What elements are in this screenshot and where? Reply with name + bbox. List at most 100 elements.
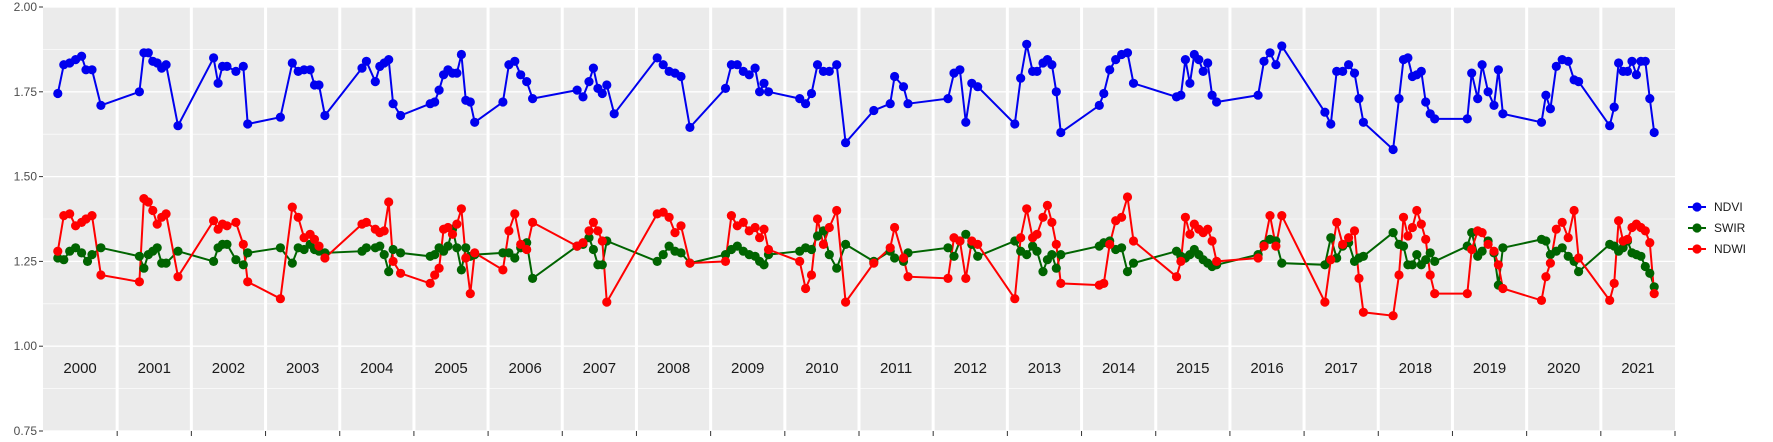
data-point-ndwi [1407, 222, 1417, 233]
data-point-swir [452, 243, 462, 253]
data-point-ndwi [1344, 233, 1354, 243]
data-point-ndvi [1326, 119, 1336, 129]
y-tick-label: 0.75 [14, 424, 38, 438]
data-point-ndwi [452, 219, 462, 229]
data-point-ndvi [750, 63, 760, 73]
data-point-ndwi [898, 253, 909, 263]
data-point-ndwi [750, 222, 760, 233]
data-point-ndwi [597, 236, 607, 246]
data-point-ndvi [1099, 88, 1109, 99]
data-point-ndvi [652, 53, 662, 63]
data-point-swir [443, 241, 453, 251]
data-point-ndvi [522, 77, 532, 87]
data-point-swir [832, 263, 842, 273]
data-point-ndvi [890, 71, 900, 82]
year-label-2021: 2021 [1621, 360, 1654, 377]
data-point-ndwi [65, 209, 75, 219]
data-point-ndvi [676, 71, 686, 82]
data-point-ndwi [314, 241, 324, 251]
data-point-ndwi [516, 239, 526, 249]
data-point-ndvi [516, 70, 526, 80]
data-point-ndwi [361, 217, 371, 227]
year-label-2005: 2005 [434, 360, 467, 377]
data-point-ndvi [96, 100, 106, 110]
data-point-ndwi [1557, 217, 1567, 227]
data-point-ndvi [320, 110, 330, 121]
data-point-ndwi [578, 238, 588, 248]
y-tick-label: 1.25 [14, 254, 38, 268]
data-point-ndvi [1388, 144, 1398, 155]
data-point-ndwi [379, 226, 389, 236]
data-point-ndvi [370, 77, 380, 87]
data-point-ndwi [812, 214, 823, 224]
data-point-ndwi [676, 221, 686, 231]
data-point-ndvi [1203, 58, 1213, 68]
data-point-swir [1498, 243, 1508, 253]
data-point-ndwi [1412, 205, 1422, 216]
data-point-ndwi [1105, 239, 1115, 249]
data-point-ndvi [973, 82, 983, 92]
year-label-2016: 2016 [1250, 360, 1283, 377]
data-point-swir [161, 258, 171, 268]
data-point-swir [222, 239, 232, 249]
year-label-2002: 2002 [212, 360, 245, 377]
data-point-ndvi [1277, 41, 1287, 51]
data-point-ndwi [173, 272, 183, 282]
data-point-ndwi [1253, 253, 1263, 263]
data-point-ndvi [222, 61, 232, 71]
data-point-ndwi [955, 236, 965, 246]
data-point-ndvi [1416, 66, 1426, 76]
data-point-ndwi [1016, 233, 1026, 243]
data-point-ndwi [1425, 270, 1435, 280]
data-point-ndwi [1622, 234, 1633, 244]
data-point-ndvi [1541, 90, 1551, 100]
data-point-swir [430, 250, 440, 260]
data-point-ndvi [1259, 56, 1269, 66]
data-point-swir [1038, 267, 1048, 277]
data-point-ndvi [1032, 66, 1042, 76]
data-point-ndwi [1042, 200, 1052, 210]
data-point-ndwi [602, 297, 612, 307]
data-point-ndwi [869, 258, 879, 268]
year-label-2008: 2008 [657, 360, 690, 377]
data-point-ndwi [1545, 258, 1555, 268]
data-point-ndwi [243, 277, 253, 287]
data-point-swir [1022, 250, 1032, 260]
data-point-ndwi [443, 222, 453, 233]
data-point-ndwi [396, 268, 406, 278]
data-point-ndvi [759, 78, 769, 88]
data-point-ndwi [1212, 256, 1222, 266]
data-point-ndwi [1047, 217, 1057, 227]
data-point-ndwi [890, 222, 900, 233]
year-label-2012: 2012 [954, 360, 987, 377]
data-point-swir [1649, 282, 1659, 292]
year-label-2009: 2009 [731, 360, 764, 377]
data-point-ndwi [388, 256, 398, 266]
data-point-ndvi [1265, 48, 1275, 58]
data-point-ndwi [818, 239, 829, 249]
data-point-swir [1117, 243, 1127, 253]
data-point-swir [676, 248, 686, 258]
data-point-ndwi [841, 297, 851, 307]
legend-key-point-swir [1692, 223, 1702, 233]
data-point-ndvi [53, 88, 63, 99]
data-point-ndwi [1032, 229, 1042, 239]
data-point-ndvi [275, 112, 285, 122]
data-point-ndwi [1649, 289, 1659, 299]
data-point-ndwi [1614, 216, 1624, 226]
data-point-ndwi [806, 270, 817, 280]
data-point-swir [375, 241, 385, 251]
legend-key-point-ndwi [1692, 244, 1702, 254]
data-point-ndvi [812, 60, 823, 70]
data-point-ndwi [1056, 278, 1066, 288]
data-point-swir [949, 251, 959, 261]
data-point-ndvi [1010, 119, 1020, 129]
data-point-ndwi [209, 216, 219, 226]
data-point-swir [243, 248, 253, 258]
data-point-ndwi [1332, 217, 1342, 227]
data-point-ndvi [384, 55, 394, 65]
data-point-ndwi [470, 248, 480, 258]
data-point-swir [841, 239, 851, 249]
data-point-swir [134, 251, 144, 261]
